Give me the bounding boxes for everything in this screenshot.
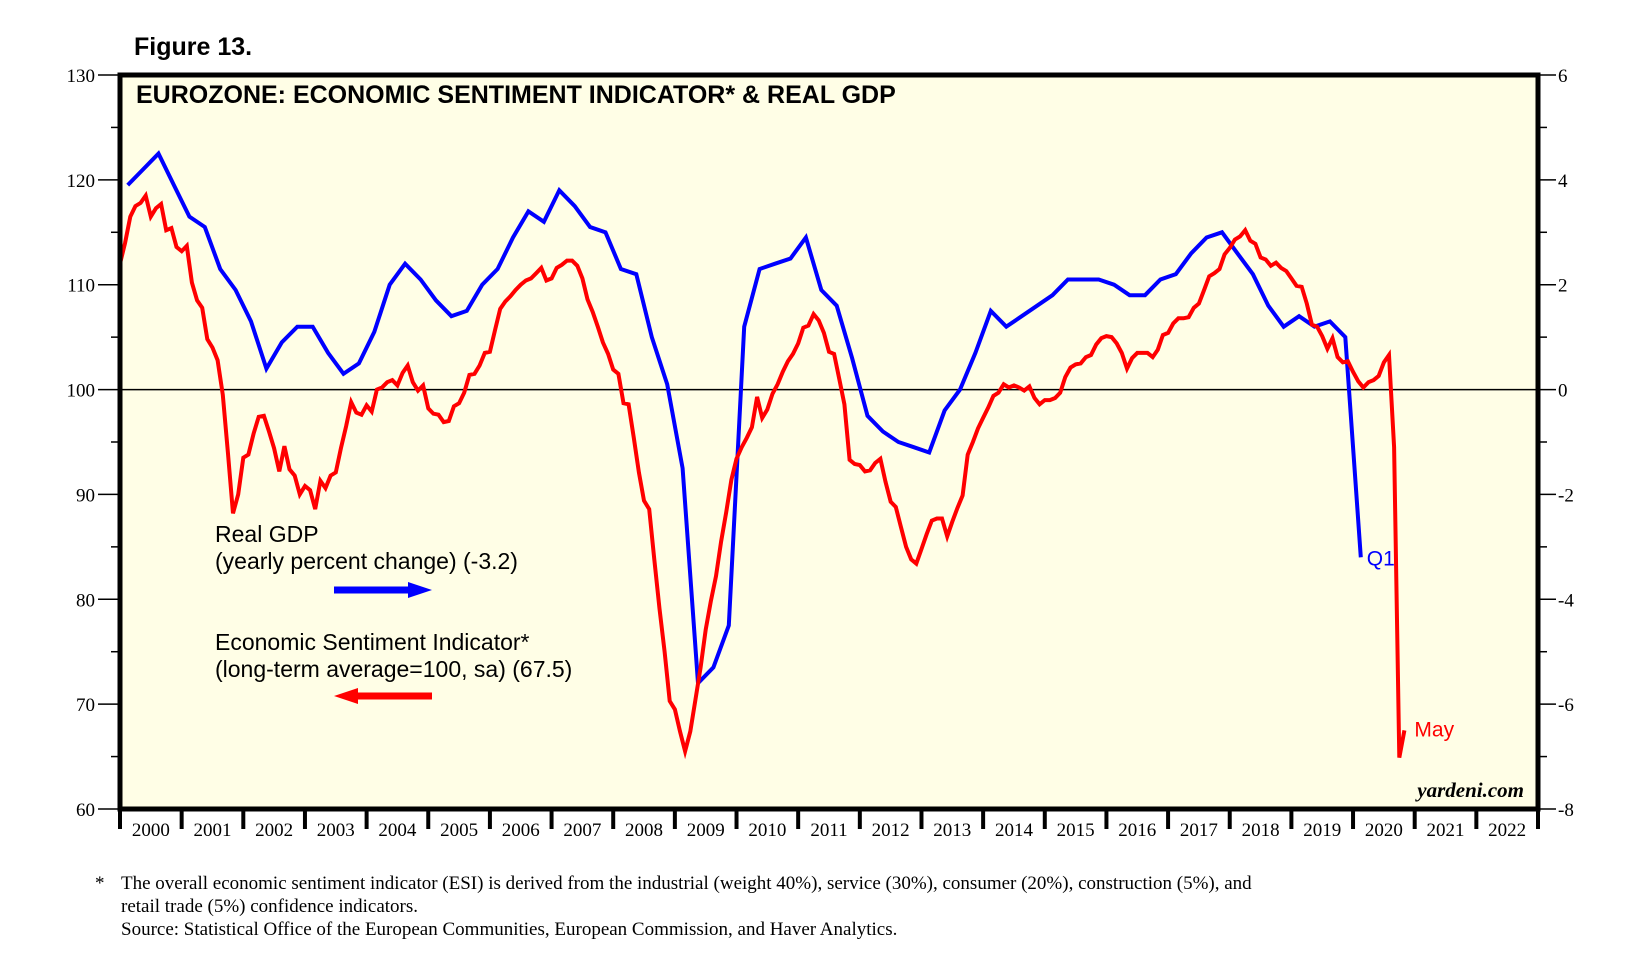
x-tick-label: 2003 [317,820,355,841]
right-tick-label: -8 [1558,800,1574,821]
x-tick-label: 2010 [748,820,786,841]
left-tick-label: 70 [76,695,95,716]
legend-esi-line1: Economic Sentiment Indicator* [215,629,530,655]
x-tick-label: 2004 [378,820,417,841]
x-tick-label: 2011 [810,820,847,841]
right-tick-label: 2 [1558,276,1568,297]
footnote-source: Source: Statistical Office of the Europe… [121,919,898,940]
legend-gdp-line1: Real GDP [215,521,319,547]
left-tick-label: 60 [76,800,95,821]
x-tick-label: 2008 [625,820,663,841]
x-tick-label: 2009 [687,820,725,841]
series-group [118,150,1407,760]
right-tick-label: -4 [1558,590,1574,611]
x-tick-label: 2012 [872,820,910,841]
right-tick-label: -6 [1558,695,1574,716]
x-tick-label: 2000 [132,820,170,841]
plot-border [117,72,1541,812]
footnote-line-2: retail trade (5%) confidence indicators. [121,896,418,917]
x-tick-label: 2007 [563,820,601,841]
watermark: yardeni.com [1414,778,1524,802]
x-tick-label: 2022 [1488,820,1526,841]
x-axis: 2000 2001 2002 2003 2004 2005 2006 2007 2008 2009… [118,809,1540,841]
right-tick-label: 0 [1558,381,1568,402]
x-tick-label: 2018 [1242,820,1280,841]
left-tick-label: 120 [67,171,96,192]
footnote-marker: * [95,873,105,894]
right-tick-label: 6 [1558,66,1568,87]
left-tick-label: 100 [67,381,96,402]
right-tick-label: -2 [1558,485,1574,506]
right-axis: -8 -6 -4 -2 0 2 4 6 [1538,66,1574,821]
x-tick-label: 2017 [1180,820,1218,841]
left-tick-label: 90 [76,485,95,506]
chart-title: EUROZONE: ECONOMIC SENTIMENT INDICATOR* … [136,81,896,109]
left-tick-label: 110 [67,276,95,297]
right-tick-label: 4 [1558,171,1568,192]
x-tick-label: 2001 [193,820,231,841]
gdp-end-label: Q1 [1367,547,1395,570]
x-tick-label: 2002 [255,820,293,841]
x-tick-label: 2016 [1118,820,1156,841]
x-tick-label: 2013 [933,820,971,841]
legend-esi-line2: (long-term average=100, sa) (67.5) [215,656,572,682]
legend-gdp-line2: (yearly percent change) (-3.2) [215,548,518,574]
figure-label: Figure 13. [134,33,252,61]
x-tick-label: 2020 [1365,820,1403,841]
footnote-line-1: The overall economic sentiment indicator… [121,873,1252,894]
left-tick-label: 80 [76,590,95,611]
legend-gdp-arrow-icon [334,582,432,598]
left-axis: 60 70 80 90 100 110 120 130 [67,66,120,821]
x-tick-label: 2005 [440,820,478,841]
x-tick-label: 2021 [1427,820,1465,841]
legend-esi-arrow-icon [334,688,432,704]
esi-end-label: May [1414,718,1454,741]
left-tick-label: 130 [67,66,96,87]
x-tick-label: 2006 [502,820,540,841]
x-tick-label: 2019 [1303,820,1341,841]
x-tick-label: 2015 [1057,820,1095,841]
plot-area [120,75,1538,809]
legend: Real GDP (yearly percent change) (-3.2) … [215,521,572,704]
x-tick-label: 2014 [995,820,1034,841]
